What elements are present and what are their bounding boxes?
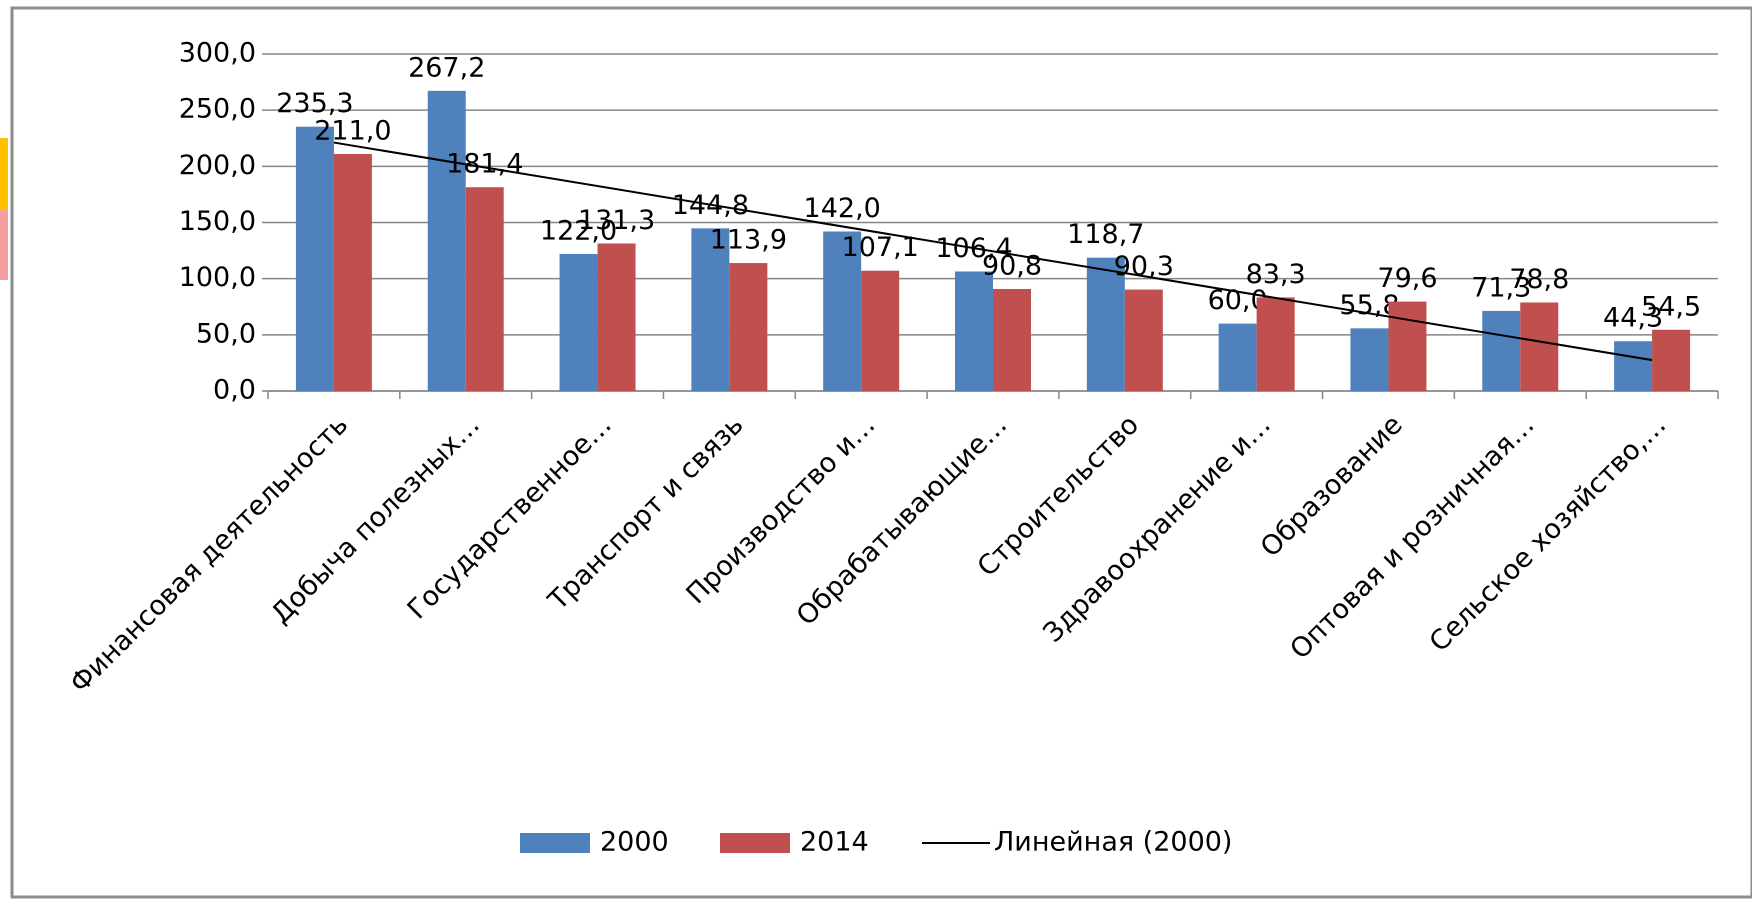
data-label: 211,0	[314, 115, 391, 146]
data-label: 181,4	[446, 149, 523, 180]
decor	[0, 0, 10, 70]
bar	[333, 153, 372, 391]
bar	[691, 228, 730, 391]
bar	[1652, 329, 1691, 391]
bar	[823, 231, 862, 391]
bar	[729, 263, 768, 391]
data-label: 235,3	[276, 88, 353, 119]
bar	[1350, 328, 1389, 391]
data-label: 118,7	[1067, 219, 1144, 250]
y-tick-label: 250,0	[179, 94, 256, 125]
decor	[0, 138, 8, 210]
x-tick-label: Обрабатывающие…	[791, 409, 1013, 631]
bar	[993, 289, 1031, 391]
x-tick-label: Финансовая деятельность	[64, 409, 354, 699]
data-label: 90,3	[1114, 251, 1174, 282]
x-tick-label: Оптовая и розничная…	[1284, 409, 1540, 665]
x-tick-label: Здравоохранение и…	[1038, 409, 1277, 648]
bar	[597, 243, 636, 391]
y-tick-label: 0,0	[213, 375, 256, 406]
bar	[1256, 297, 1295, 391]
data-label: 54,5	[1641, 291, 1701, 322]
legend-label: Линейная (2000)	[994, 827, 1232, 858]
data-label: 79,6	[1377, 263, 1437, 294]
y-tick-label: 200,0	[179, 150, 256, 181]
bar	[1520, 302, 1559, 391]
bar	[861, 270, 900, 391]
y-tick-label: 300,0	[179, 38, 256, 69]
legend-label: 2000	[600, 827, 669, 858]
data-label: 44,3	[1603, 303, 1663, 334]
bar	[1124, 289, 1163, 391]
bar	[1388, 301, 1427, 391]
bar	[295, 126, 334, 392]
y-tick-label: 150,0	[179, 206, 256, 237]
bar	[1086, 257, 1125, 391]
data-label: 113,9	[710, 225, 787, 256]
bar	[1218, 323, 1257, 391]
data-label: 71,3	[1471, 272, 1531, 303]
bar	[427, 90, 466, 391]
trendline	[333, 141, 1653, 362]
data-label: 142,0	[804, 193, 881, 224]
data-label: 83,3	[1246, 259, 1306, 290]
legend-swatch	[520, 833, 590, 853]
x-tick-label: Сельское хозяйство,…	[1424, 409, 1673, 658]
data-label: 90,8	[982, 251, 1042, 282]
legend-swatch	[720, 833, 790, 853]
bar	[1482, 310, 1521, 391]
legend-label: 2014	[800, 827, 869, 858]
data-label: 122,0	[540, 215, 617, 246]
data-label: 78,8	[1509, 264, 1569, 295]
data-label: 131,3	[578, 205, 655, 236]
y-tick-label: 50,0	[196, 318, 256, 349]
data-label: 267,2	[408, 52, 485, 83]
x-tick-label: Образование	[1255, 409, 1409, 563]
frame	[10, 6, 1752, 899]
bar	[1614, 341, 1653, 391]
bar	[955, 271, 993, 391]
decor	[0, 210, 8, 280]
bar	[465, 187, 504, 391]
y-tick-label: 100,0	[179, 262, 256, 293]
bar	[559, 253, 598, 391]
